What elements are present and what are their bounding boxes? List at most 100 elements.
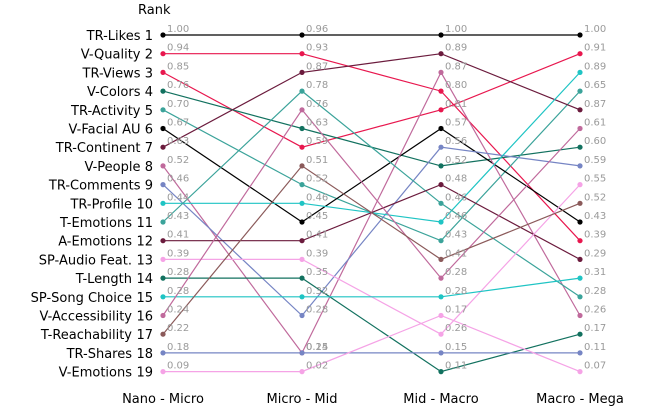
series-line-t-length — [163, 277, 581, 373]
point-tr-views-3 — [438, 107, 444, 113]
point-t-reachability-4 — [577, 200, 583, 206]
value-label-tr-comments-1: 0.46 — [167, 174, 189, 185]
point-v-facial-au-1 — [160, 125, 166, 132]
point-v-facial-au-4 — [577, 219, 583, 225]
point-tr-profile-1 — [160, 200, 166, 206]
value-label-v-quality-3: 0.80 — [445, 80, 467, 91]
point-v-colors-3 — [438, 163, 444, 169]
point-v-colors-1 — [160, 88, 166, 94]
value-label-tr-profile-2: 0.46 — [306, 192, 328, 203]
y-rank-number-4: 4 — [145, 85, 153, 100]
point-v-accessibility-1 — [160, 312, 166, 319]
value-label-tr-comments-3: 0.56 — [445, 136, 467, 147]
value-label-sp-song-choice-2: 0.32 — [306, 286, 328, 297]
y-rank-number-18: 18 — [136, 347, 153, 362]
value-label-v-facial-au-3: 0.57 — [445, 118, 467, 129]
value-label-v-accessibility-2: 0.76 — [306, 99, 328, 110]
value-label-v-emotions-2: 0.02 — [306, 361, 328, 372]
y-tick-label-sp-song-choice: SP-Song Choice — [31, 291, 132, 306]
y-tick-label-tr-shares: TR-Shares — [66, 347, 133, 362]
point-a-emotions-3 — [438, 182, 444, 188]
point-t-length-4 — [577, 331, 583, 337]
point-v-quality-3 — [438, 88, 444, 94]
value-label-a-emotions-4: 0.29 — [584, 248, 606, 259]
value-label-tr-comments-2: 0.28 — [306, 305, 328, 316]
y-tick-label-v-people: V-People — [84, 160, 140, 175]
y-rank-number-10: 10 — [136, 197, 153, 212]
point-sp-song-choice-4 — [577, 275, 583, 281]
y-rank-number-1: 1 — [145, 29, 153, 44]
value-label-v-quality-4: 0.39 — [584, 230, 606, 241]
point-v-people-3 — [438, 69, 444, 75]
value-label-tr-profile-4: 0.89 — [584, 61, 606, 72]
y-axis-labels: TR-Likes 1 V-Quality 2 TR-Views 3 V-Colors 4 TR-… — [31, 29, 153, 381]
value-label-t-length-4: 0.17 — [584, 323, 606, 334]
point-tr-likes-4 — [577, 32, 583, 38]
point-tr-activity-3 — [438, 238, 444, 244]
y-rank-number-12: 12 — [136, 235, 153, 250]
value-label-v-quality-2: 0.93 — [306, 43, 328, 54]
value-label-v-emotions-3: 0.17 — [445, 305, 467, 316]
point-v-accessibility-3 — [438, 275, 444, 281]
value-label-tr-shares-2: 0.15 — [306, 342, 328, 353]
point-sp-audio-feat-2 — [299, 256, 305, 262]
value-label-a-emotions-2: 0.41 — [306, 230, 328, 241]
value-label-sp-audio-feat-3: 0.26 — [445, 323, 467, 334]
point-t-length-2 — [299, 275, 305, 281]
point-tr-likes-3 — [438, 32, 444, 38]
value-label-tr-comments-4: 0.59 — [584, 155, 606, 166]
point-v-facial-au-3 — [438, 125, 444, 132]
series-line-sp-song-choice — [163, 277, 581, 298]
point-v-people-1 — [160, 163, 166, 169]
value-label-v-accessibility-1: 0.24 — [167, 305, 189, 316]
point-tr-comments-4 — [577, 163, 583, 169]
point-v-emotions-4 — [577, 369, 583, 375]
value-label-tr-profile-3: 0.46 — [445, 211, 467, 222]
y-axis-title: Rank — [138, 3, 171, 18]
point-tr-activity-1 — [160, 107, 166, 113]
series-line-t-reachability — [162, 165, 581, 335]
point-tr-profile-4 — [577, 69, 583, 75]
value-label-v-colors-4: 0.60 — [584, 136, 606, 147]
value-label-tr-continent-1: 0.63 — [167, 136, 189, 147]
value-label-tr-continent-4: 0.87 — [584, 99, 606, 110]
x-tick-label-1: Nano - Micro — [122, 392, 204, 407]
y-tick-label-tr-activity: TR-Activity — [70, 104, 141, 119]
point-t-length-1 — [160, 275, 166, 281]
value-label-sp-audio-feat-4: 0.55 — [584, 174, 606, 185]
value-label-tr-activity-2: 0.52 — [306, 174, 328, 185]
value-label-v-quality-1: 0.94 — [167, 43, 189, 54]
value-label-tr-likes-2: 0.96 — [306, 24, 328, 35]
value-label-tr-activity-4: 0.65 — [584, 80, 606, 91]
series-line-v-accessibility — [162, 108, 581, 316]
series-line-tr-views — [162, 53, 581, 148]
series-points — [160, 32, 583, 375]
point-tr-comments-2 — [299, 312, 305, 319]
point-tr-shares-3 — [438, 350, 444, 356]
y-rank-number-14: 14 — [136, 272, 153, 287]
value-label-tr-shares-4: 0.11 — [584, 342, 606, 353]
y-tick-label-a-emotions: A-Emotions — [58, 235, 132, 250]
value-label-tr-continent-3: 0.89 — [445, 43, 467, 54]
value-label-sp-audio-feat-2: 0.39 — [306, 248, 328, 259]
value-label-t-emotions-2: 0.78 — [306, 80, 328, 91]
value-label-v-people-4: 0.26 — [584, 305, 606, 316]
y-tick-label-tr-continent: TR-Continent — [55, 141, 141, 156]
value-label-v-accessibility-4: 0.61 — [584, 118, 606, 129]
point-a-emotions-2 — [299, 238, 305, 244]
y-tick-label-tr-likes: TR-Likes — [86, 29, 141, 44]
y-tick-label-v-quality: V-Quality — [81, 48, 141, 63]
point-t-emotions-3 — [438, 200, 444, 206]
point-tr-shares-1 — [160, 350, 166, 356]
y-tick-label-v-facial-au: V-Facial AU — [69, 123, 141, 138]
value-label-tr-profile-1: 0.44 — [167, 192, 189, 203]
y-tick-label-v-accessibility: V-Accessibility — [39, 310, 132, 325]
value-label-tr-views-3: 0.81 — [445, 99, 467, 110]
y-tick-label-v-colors: V-Colors — [87, 85, 141, 100]
point-tr-continent-4 — [577, 107, 583, 113]
series-line-v-emotions — [163, 314, 581, 373]
value-label-tr-views-4: 0.91 — [584, 43, 606, 54]
value-label-tr-views-2: 0.59 — [306, 136, 328, 147]
point-v-quality-2 — [299, 51, 305, 57]
value-label-v-facial-au-1: 0.67 — [167, 118, 189, 129]
